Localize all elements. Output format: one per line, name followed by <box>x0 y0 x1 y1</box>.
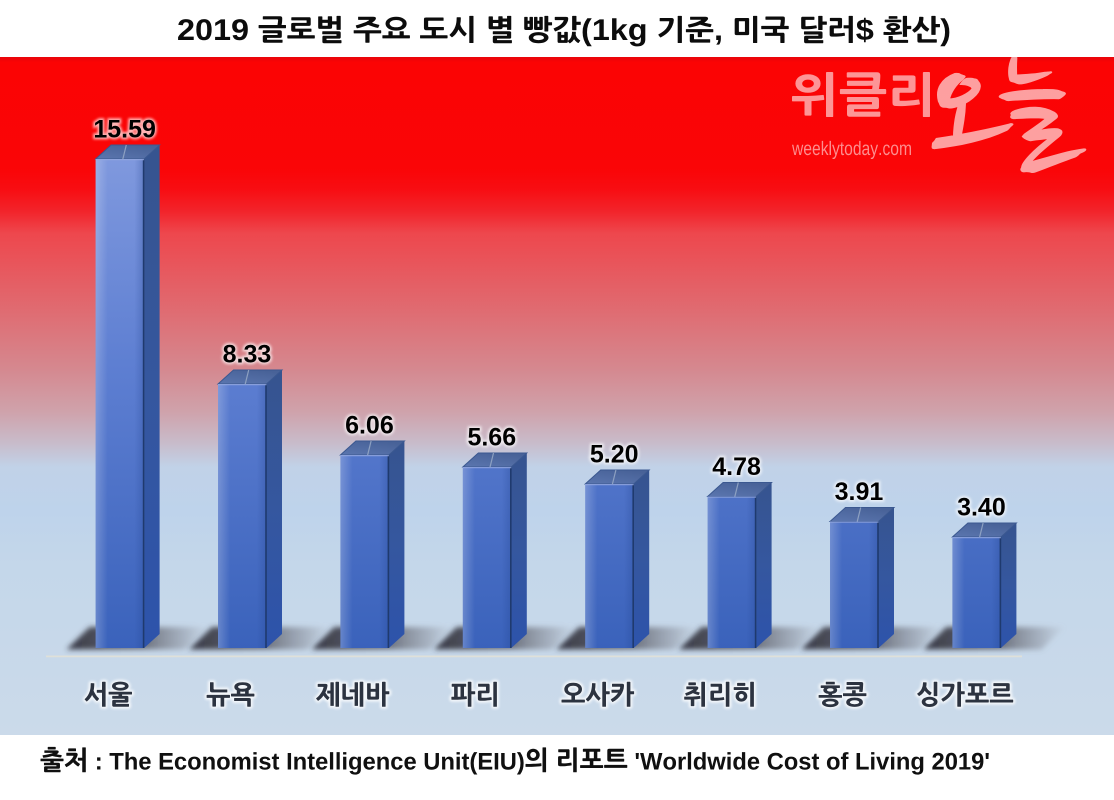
svg-text:3.91: 3.91 <box>835 478 884 506</box>
svg-text:5.20: 5.20 <box>590 441 639 469</box>
svg-text:4.78: 4.78 <box>712 453 761 481</box>
svg-text:5.66: 5.66 <box>467 424 516 452</box>
svg-text:15.59: 15.59 <box>93 116 156 144</box>
svg-text:8.33: 8.33 <box>223 341 272 369</box>
svg-text:8.33: 8.33 <box>223 341 272 369</box>
svg-text:6.06: 6.06 <box>345 412 394 440</box>
svg-text:15.59: 15.59 <box>93 116 156 144</box>
svg-text:3.40: 3.40 <box>957 494 1006 522</box>
svg-text:4.78: 4.78 <box>712 453 761 481</box>
svg-text:3.91: 3.91 <box>835 478 884 506</box>
svg-text:5.20: 5.20 <box>590 441 639 469</box>
svg-text:3.40: 3.40 <box>957 494 1006 522</box>
svg-text:5.66: 5.66 <box>467 424 516 452</box>
svg-text:6.06: 6.06 <box>345 412 394 440</box>
